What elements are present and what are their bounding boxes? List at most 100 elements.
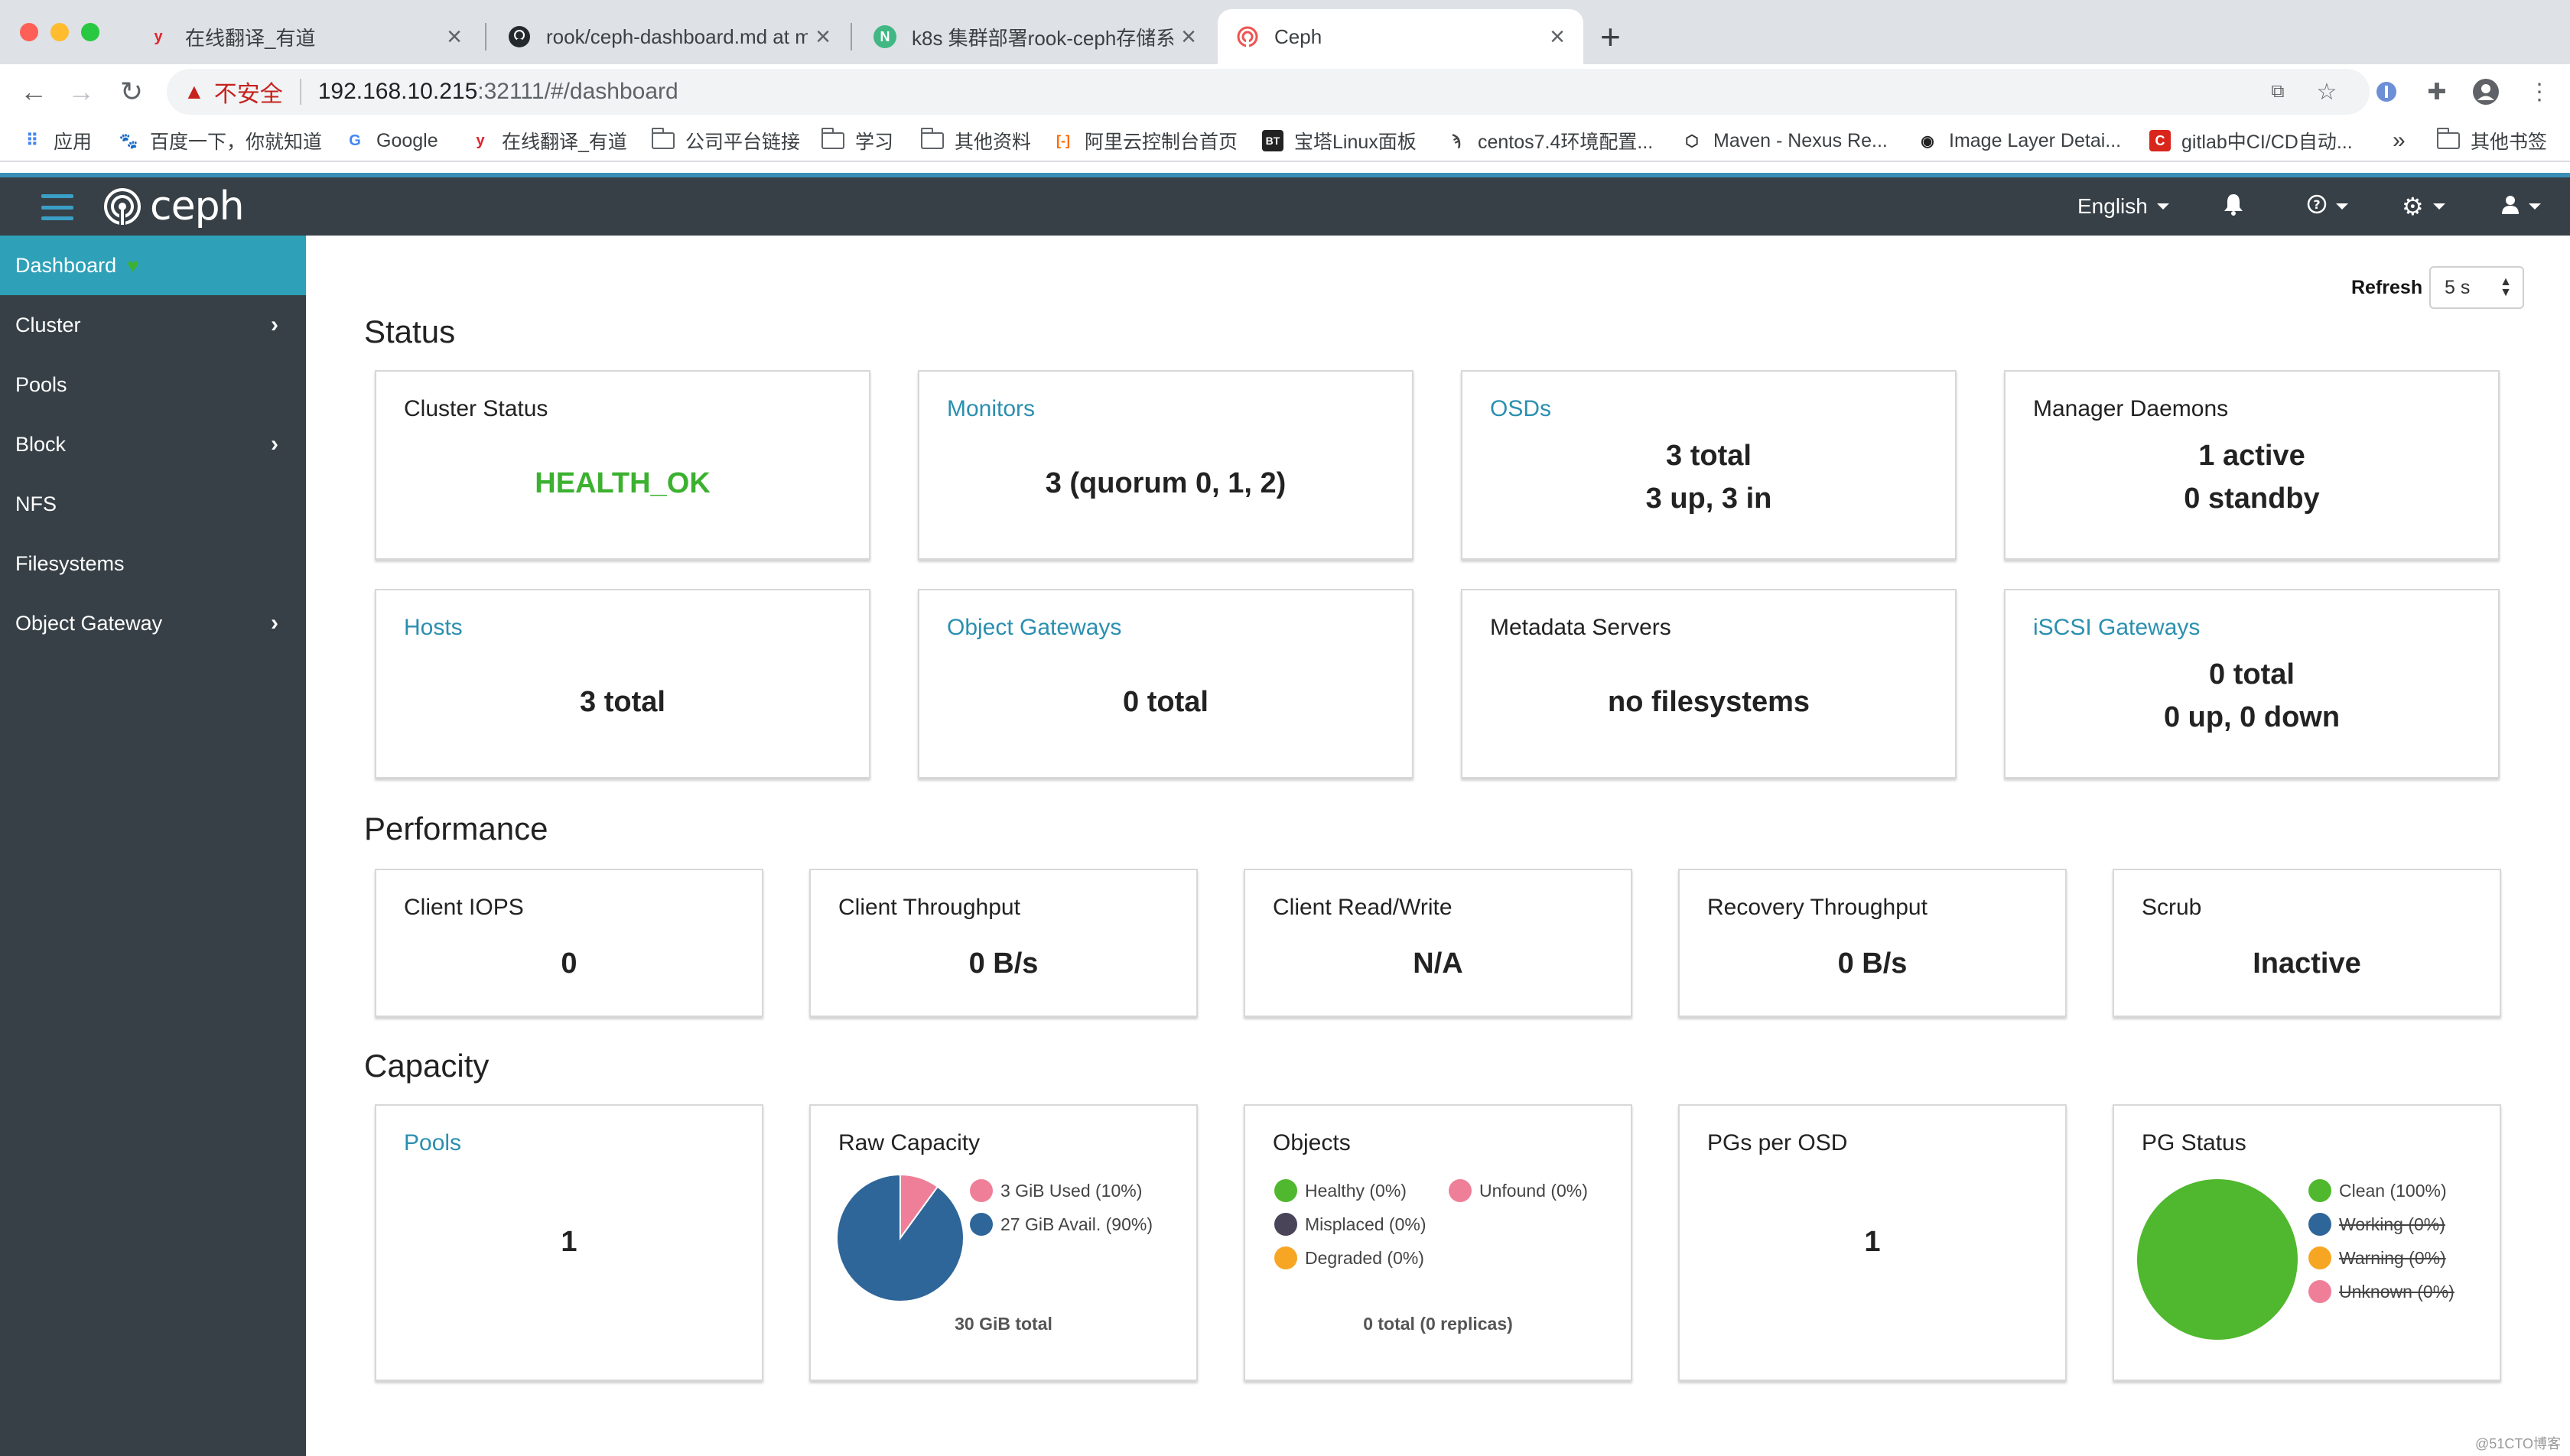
bookmark-folder-study[interactable]: 学习 [821,119,893,162]
bookmark-label: 应用 [54,132,93,153]
bookmark-baidu[interactable]: 🐾 百度一下，你就知道 [118,119,322,162]
browser-tab-ceph[interactable]: Ceph × [1218,9,1583,64]
bookmark-star-icon[interactable]: ☆ [2316,79,2337,105]
bookmark-folder-company[interactable]: 公司平台链接 [652,119,800,162]
legend-item-warning[interactable]: Warning (0%) [2308,1246,2446,1269]
address-bar[interactable]: ▲ 不安全 192.168.10.215:32111/#/dashboard [167,69,2370,115]
pgs-per-osd-value: 1 [1864,1226,1881,1258]
forward-button[interactable]: → [67,76,95,107]
legend-swatch [1274,1246,1297,1269]
chevron-right-icon: › [271,431,278,457]
client-read-write-value: N/A [1413,947,1463,980]
url-host: 192.168.10.215 [317,79,478,104]
manager-daemons-card: Manager Daemons 1 active 0 standby [2004,370,2500,560]
sidebar-item-dashboard[interactable]: Dashboard ♥ [0,236,306,295]
minimize-window-button[interactable] [50,23,69,41]
notifications-button[interactable] [2223,177,2244,236]
ceph-icon [1236,25,1259,48]
pie-slice-clean [2137,1179,2298,1340]
tab-close-icon[interactable]: × [1550,21,1565,51]
object-gateways-link[interactable]: Object Gateways [947,615,1122,640]
tab-close-icon[interactable]: × [447,21,462,51]
hosts-link[interactable]: Hosts [404,615,463,640]
objects-card: Objects Healthy (0%) Unfound (0%) Mispla… [1244,1104,1632,1381]
legend-swatch [2308,1179,2331,1202]
bookmark-bt[interactable]: BT 宝塔Linux面板 [1262,119,1417,162]
legend-item-working[interactable]: Working (0%) [2308,1213,2445,1236]
extensions-puzzle-icon[interactable]: ✚ [2427,79,2447,105]
sidebar-item-block[interactable]: Block › [0,414,306,474]
translate-icon[interactable]: ⧉ [2271,81,2285,102]
tab-title: rook/ceph-dashboard.md at m [546,24,808,48]
bookmark-apps[interactable]: ⠿ 应用 [21,119,92,162]
browser-tab-github[interactable]: rook/ceph-dashboard.md at m × [490,9,849,64]
language-selector[interactable]: English [2077,177,2169,236]
legend-swatch [1274,1179,1297,1202]
osds-link[interactable]: OSDs [1490,396,1552,421]
iscsi-state: 0 up, 0 down [2163,701,2341,733]
chevron-right-icon: › [271,610,278,635]
raw-capacity-pie-chart [836,1173,965,1302]
client-throughput-value: 0 B/s [968,947,1039,980]
recovery-throughput-card: Recovery Throughput 0 B/s [1678,869,2067,1017]
user-menu-button[interactable] [2501,177,2541,236]
close-window-button[interactable] [20,23,38,41]
bookmark-aliyun[interactable]: [-] 阿里云控制台首页 [1052,119,1238,162]
extension-icon[interactable] [2371,76,2402,107]
sidebar-item-nfs[interactable]: NFS [0,474,306,534]
bookmark-google[interactable]: G Google [344,119,438,162]
legend-item-unknown[interactable]: Unknown (0%) [2308,1280,2455,1303]
bookmark-nexus[interactable]: ⬡ Maven - Nexus Re... [1681,119,1888,162]
recovery-throughput-value: 0 B/s [1837,947,1908,980]
aliyun-icon: [-] [1056,132,1070,148]
objects-total: 0 total (0 replicas) [1363,1314,1513,1334]
sidebar-item-filesystems[interactable]: Filesystems [0,534,306,593]
bookmark-other-bookmarks[interactable]: 其他书签 [2437,119,2547,162]
tab-close-icon[interactable]: × [815,21,831,51]
legend-label: Unknown (0%) [2339,1281,2455,1302]
bookmark-image-layer[interactable]: ◉ Image Layer Detai... [1917,119,2121,162]
bookmark-label: 宝塔Linux面板 [1294,132,1417,153]
metadata-servers-value: no filesystems [1608,686,1810,718]
menu-dots-icon[interactable]: ⋮ [2528,79,2551,105]
card-title: Client IOPS [404,895,524,920]
browser-tab-k8s[interactable]: N k8s 集群部署rook-ceph存储系 × [855,9,1215,64]
card-title: Client Read/Write [1273,895,1453,920]
bookmark-centos[interactable]: ϡ centos7.4环境配置... [1446,119,1653,162]
bookmark-label: gitlab中CI/CD自动... [2181,132,2353,153]
pools-link[interactable]: Pools [404,1130,462,1155]
sidebar-item-object-gateway[interactable]: Object Gateway › [0,593,306,653]
sidebar-item-pools[interactable]: Pools [0,355,306,414]
legend-swatch [970,1179,993,1202]
ceph-logo[interactable]: ceph [102,184,245,229]
iscsi-gateways-link[interactable]: iSCSI Gateways [2033,615,2201,640]
bookmark-youdao[interactable]: y 在线翻译_有道 [470,119,626,162]
reload-button[interactable]: ↻ [119,76,144,107]
sidebar-item-cluster[interactable]: Cluster › [0,295,306,355]
card-title: Manager Daemons [2033,396,2229,421]
object-gateways-value: 0 total [1123,686,1209,718]
tab-close-icon[interactable]: × [1181,21,1196,51]
bookmark-folder-other-docs[interactable]: 其他资料 [921,119,1031,162]
bookmarks-overflow-button[interactable]: » [2393,119,2406,162]
refresh-interval-select[interactable]: 5 s ▲ ▼ [2429,266,2524,309]
bookmark-label: 阿里云控制台首页 [1085,132,1238,153]
bookmark-gitlab[interactable]: C gitlab中CI/CD自动... [2149,119,2353,162]
scrub-value: Inactive [2253,947,2361,980]
monitors-link[interactable]: Monitors [947,396,1036,421]
image-layer-icon: ◉ [1921,132,1934,150]
bookmark-label: Maven - Nexus Re... [1713,129,1888,151]
gear-icon: ⚙ [2402,193,2424,220]
browser-tab-youdao[interactable]: y 在线翻译_有道 × [128,9,480,64]
maximize-window-button[interactable] [81,23,99,41]
hamburger-menu-icon[interactable] [41,194,73,220]
settings-menu-button[interactable]: ⚙ [2402,177,2445,236]
help-menu-button[interactable]: ? [2307,177,2348,236]
profile-icon[interactable] [2471,76,2501,107]
new-tab-button[interactable]: + [1600,17,1621,57]
bell-icon [2223,193,2244,221]
client-read-write-card: Client Read/Write N/A [1244,869,1632,1017]
back-button[interactable]: ← [20,76,47,107]
legend-item-degraded: Degraded (0%) [1274,1246,1424,1269]
cluster-status-card: Cluster Status HEALTH_OK [375,370,870,560]
